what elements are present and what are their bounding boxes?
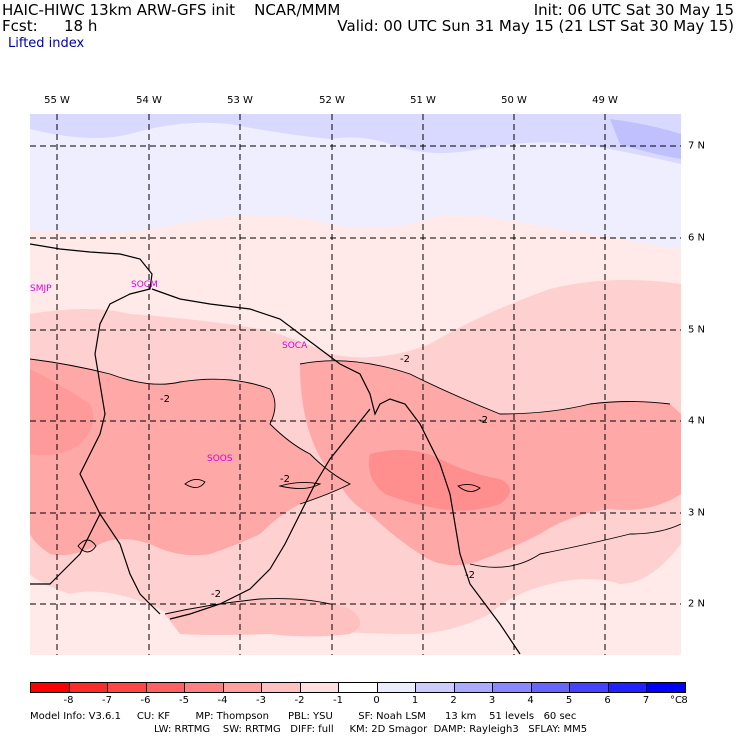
blue-region-light bbox=[30, 114, 681, 249]
colorbar-unit: °C bbox=[670, 695, 682, 706]
lat-label: 3 N bbox=[688, 507, 706, 519]
colorbar-tick-label: -2 bbox=[294, 695, 305, 706]
lat-label: 2 N bbox=[688, 598, 706, 610]
colorbar-tick-label: -3 bbox=[256, 695, 266, 706]
station-label: SOCM bbox=[131, 280, 158, 290]
contour-label: -2 bbox=[400, 354, 410, 365]
pink-region-strong-east bbox=[300, 360, 681, 566]
colorbar-tick-label: -5 bbox=[179, 695, 189, 706]
colorbar-tick-label: -7 bbox=[102, 695, 112, 706]
lifted-index-map bbox=[30, 114, 681, 655]
colorbar-tick-label: 1 bbox=[411, 695, 419, 706]
colorbar-swatch bbox=[646, 682, 686, 693]
colorbar-swatch bbox=[607, 682, 647, 693]
colorbar-swatch bbox=[415, 682, 455, 693]
pink-region-strong-west bbox=[30, 359, 350, 556]
pink-region-deep bbox=[369, 450, 510, 511]
colorbar-swatch bbox=[261, 682, 301, 693]
contour-label: -2 bbox=[478, 415, 488, 426]
lat-label: 5 N bbox=[688, 324, 706, 336]
blue-region-medium bbox=[30, 114, 681, 164]
field-name: Lifted index bbox=[8, 36, 85, 51]
model-info-line-2: LW: RRTMG SW: RRTMG DIFF: full KM: 2D Sm… bbox=[154, 724, 588, 735]
pink-region-strip bbox=[165, 597, 360, 637]
init-time: Init: 06 UTC Sat 30 May 15 bbox=[533, 1, 734, 19]
colorbar-swatch bbox=[530, 682, 570, 693]
lat-label: 6 N bbox=[688, 232, 706, 244]
colorbar-swatch bbox=[492, 682, 532, 693]
colorbar-swatch bbox=[338, 682, 378, 693]
forecast-label: Fcst: bbox=[2, 17, 38, 35]
contour-label: -2 bbox=[280, 474, 290, 485]
colorbar-tick-label: 7 bbox=[642, 695, 650, 706]
graticule bbox=[30, 114, 681, 655]
station-label: SOCA bbox=[282, 341, 308, 351]
contour-label: -2 bbox=[160, 394, 170, 405]
colorbar-tick-label: 0 bbox=[373, 695, 380, 706]
forecast-hour: 18 h bbox=[64, 17, 98, 35]
colorbar-swatch bbox=[68, 682, 108, 693]
colorbar-tick-label: -8 bbox=[63, 695, 74, 706]
plot-title: HAIC-HIWC 13km ARW-GFS init NCAR/MMM bbox=[2, 1, 341, 19]
colorbar-tick-label: -1 bbox=[333, 695, 343, 706]
lon-label: 51 W bbox=[410, 95, 436, 106]
colorbar-tick-label: 8 bbox=[681, 695, 688, 706]
colorbar-tick-label: 4 bbox=[527, 695, 534, 706]
pink-region-deep-west bbox=[30, 369, 94, 456]
station-label: SOOS bbox=[207, 454, 233, 464]
colorbar-tick-label: -6 bbox=[140, 695, 151, 706]
lat-label: 4 N bbox=[688, 415, 706, 427]
colorbar-swatch bbox=[184, 682, 224, 693]
colorbar-swatch bbox=[30, 682, 70, 693]
blue-region-strong bbox=[610, 119, 681, 159]
contour-minus-2 bbox=[30, 358, 681, 615]
colorbar-tick-label: -4 bbox=[217, 695, 228, 706]
lon-label: 53 W bbox=[227, 95, 253, 106]
colorbar-swatch bbox=[299, 682, 339, 693]
lon-label: 50 W bbox=[501, 95, 527, 106]
valid-time: Valid: 00 UTC Sun 31 May 15 (21 LST Sat … bbox=[337, 17, 734, 35]
colorbar-swatch bbox=[376, 682, 416, 693]
colorbar-tick-label: 6 bbox=[604, 695, 611, 706]
colorbar-swatch bbox=[222, 682, 262, 693]
contour-label: -2 bbox=[465, 570, 475, 581]
lon-label: 49 W bbox=[592, 95, 618, 106]
lon-label: 55 W bbox=[44, 95, 70, 106]
contour-label: -2 bbox=[211, 589, 221, 600]
model-info-line-1: Model Info: V3.6.1 CU: KF MP: Thompson P… bbox=[30, 711, 577, 722]
lat-label: 7 N bbox=[688, 140, 706, 152]
lon-label: 52 W bbox=[319, 95, 345, 106]
colorbar-tick-label: 5 bbox=[565, 695, 573, 706]
colorbar-swatch bbox=[107, 682, 147, 693]
colorbar-swatch bbox=[145, 682, 185, 693]
station-label: SMJP bbox=[30, 284, 52, 294]
colorbar-swatch bbox=[569, 682, 609, 693]
lon-label: 54 W bbox=[136, 95, 162, 106]
colorbar-swatch bbox=[453, 682, 493, 693]
colorbar-tick-label: 3 bbox=[488, 695, 496, 706]
coastline bbox=[30, 243, 521, 655]
colorbar-tick-label: 2 bbox=[450, 695, 457, 706]
